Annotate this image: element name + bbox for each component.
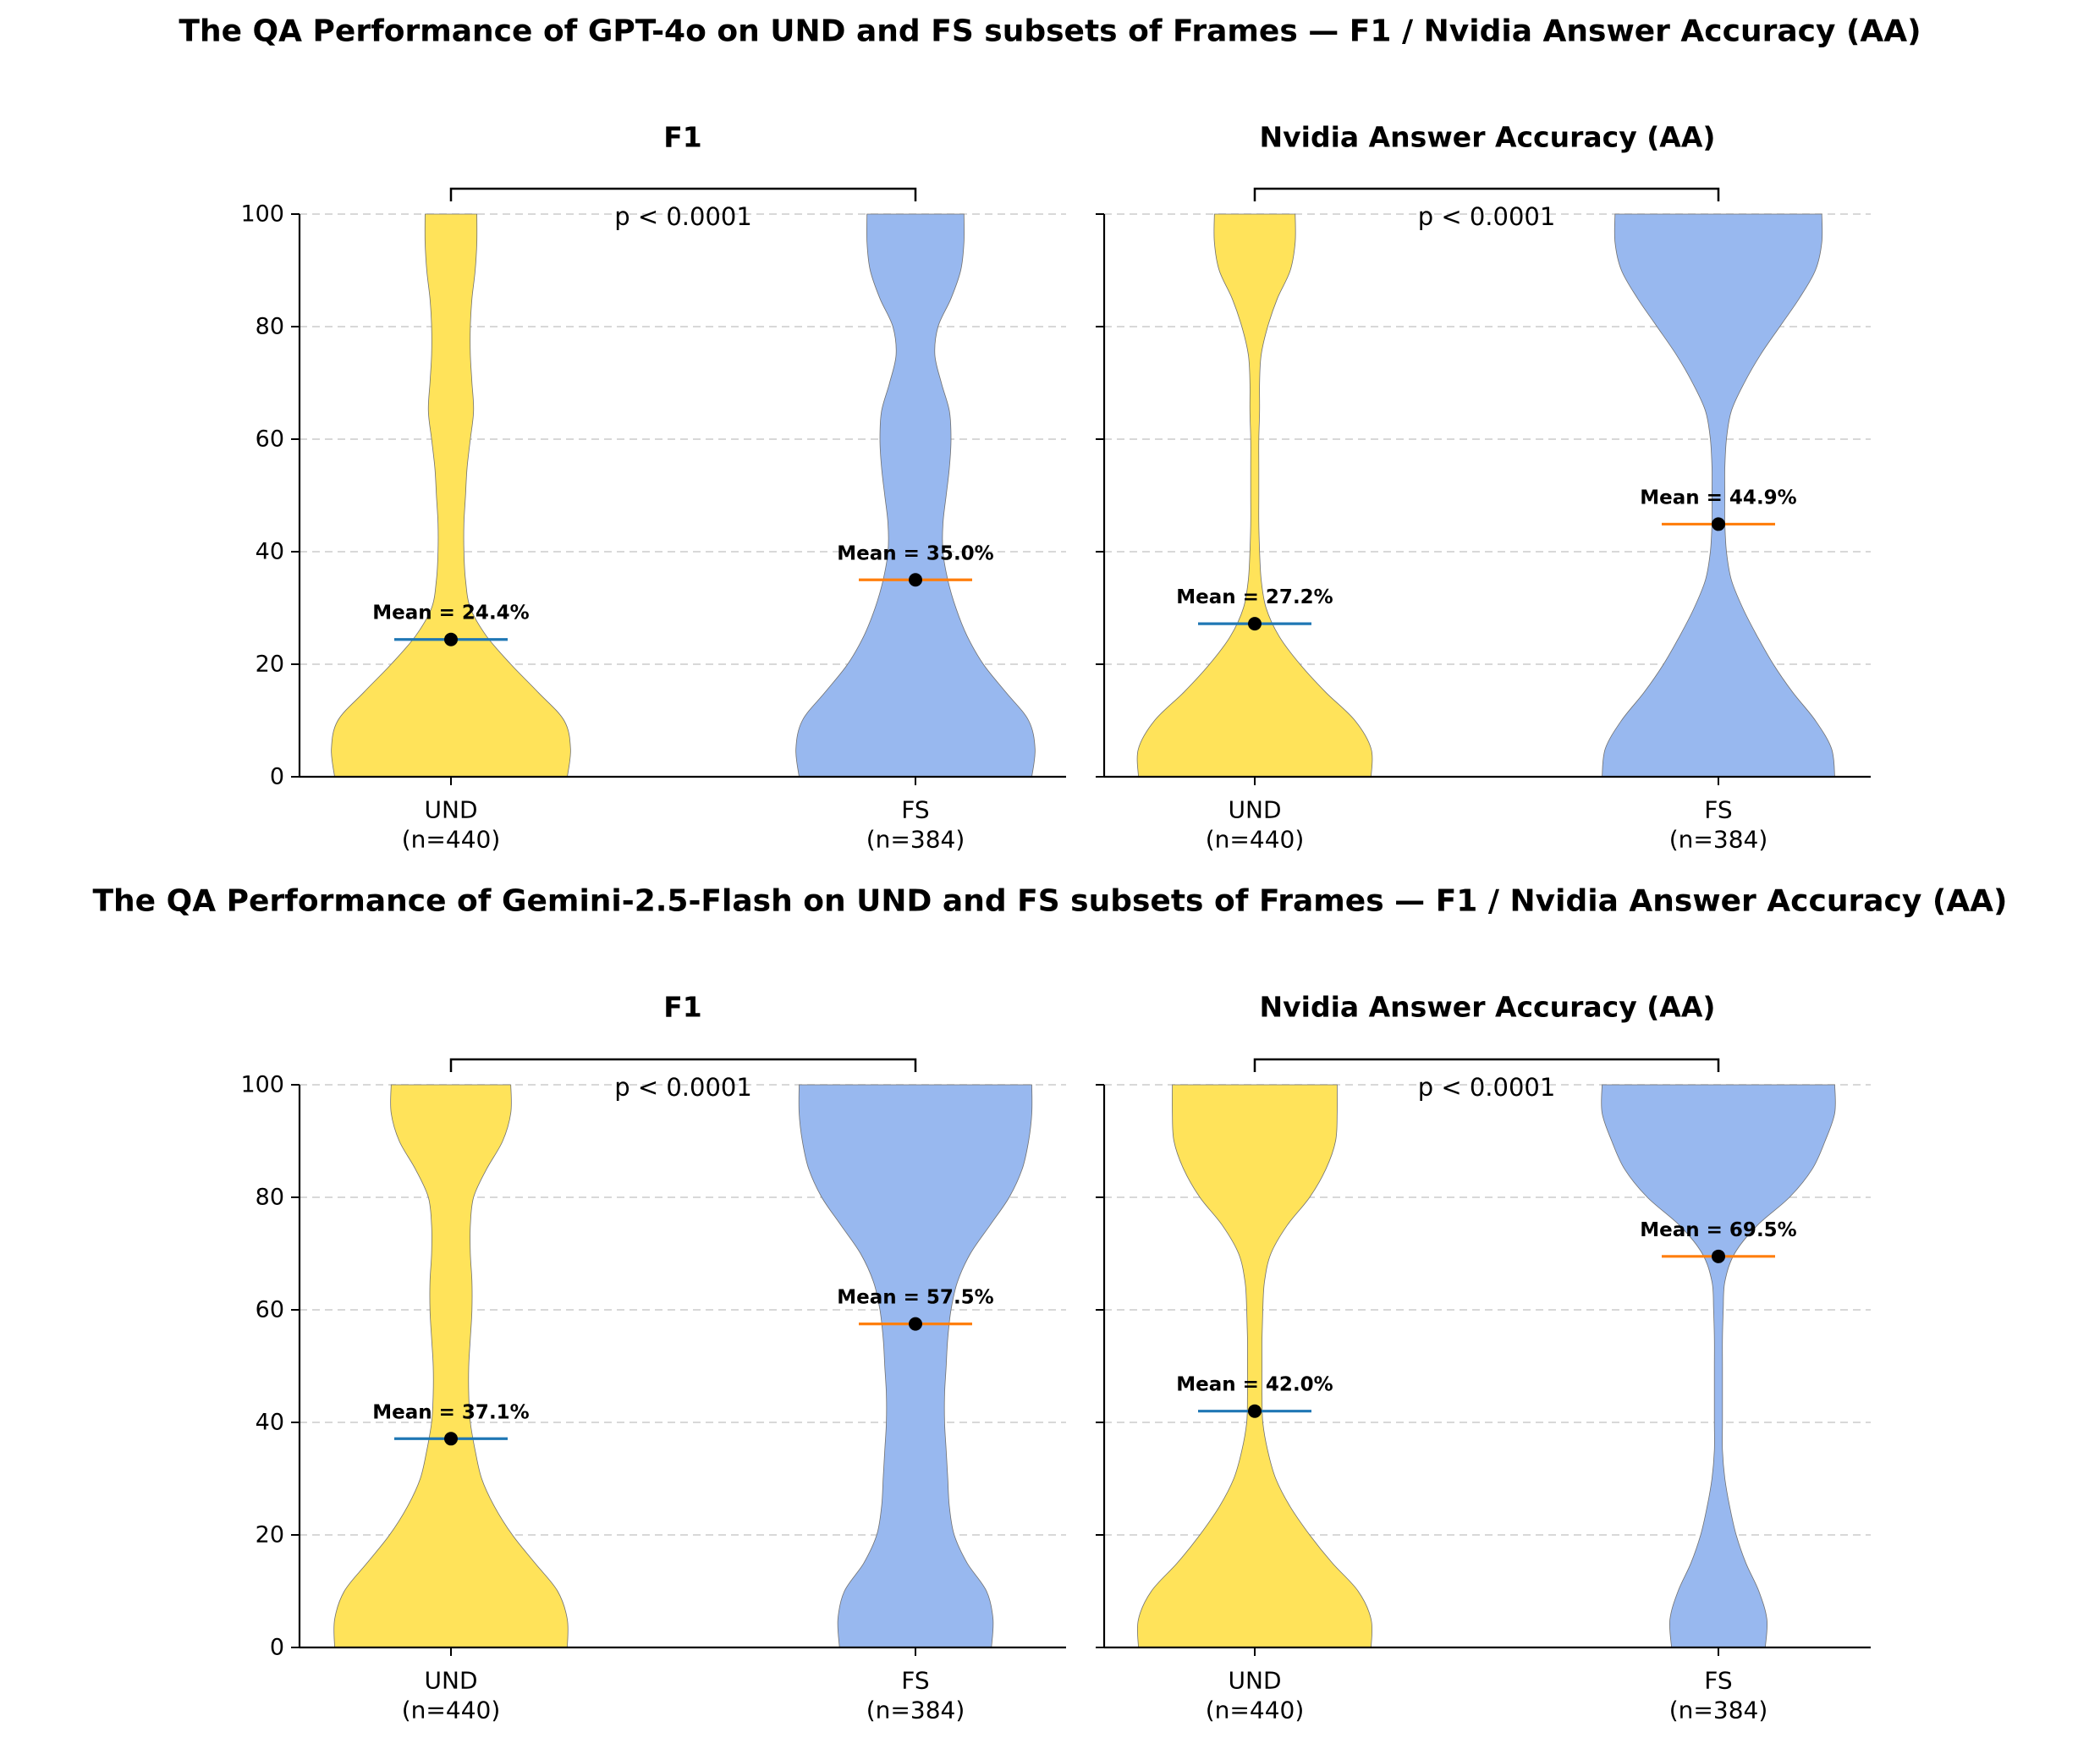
figure-row-2: The QA Performance of Gemini-2.5-Flash o… [92, 884, 2007, 1724]
y-tick-label: 40 [256, 539, 284, 565]
panel-title: F1 [663, 121, 702, 154]
x-tick-label-fs: FS [901, 796, 929, 824]
violin-fs [798, 1084, 1033, 1648]
panel-2-1: F1 Mean = 37.1% Mean = 57.5% p < 0.0001 0 20 4… [240, 991, 1066, 1724]
x-tick-count-und: (n=440) [1206, 1697, 1305, 1724]
mean-point-und [1248, 617, 1262, 631]
y-tick-label: 60 [256, 1297, 284, 1323]
significance-bracket [1253, 1058, 1720, 1072]
mean-label-und: Mean = 42.0% [1176, 1374, 1333, 1396]
x-tick-label-fs: FS [1704, 1667, 1732, 1695]
panel-title: Nvidia Answer Accuracy (AA) [1260, 991, 1716, 1024]
panel-title: F1 [663, 991, 702, 1024]
x-tick-label-und: UND [1229, 796, 1282, 824]
p-value-label: p < 0.0001 [1418, 202, 1556, 231]
y-tick-label: 20 [256, 1522, 284, 1548]
mean-label-fs: Mean = 69.5% [1640, 1219, 1796, 1241]
mean-label-fs: Mean = 57.5% [837, 1287, 993, 1309]
mean-point-fs [1712, 1249, 1725, 1263]
x-tick-count-und: (n=440) [1206, 826, 1305, 854]
mean-point-fs [1712, 517, 1725, 531]
y-tick-label: 40 [256, 1410, 284, 1436]
figure-title: The QA Performance of GPT-4o on UND and … [179, 14, 1921, 49]
x-tick-count-fs: (n=384) [1669, 826, 1768, 854]
violin-fs [1601, 1084, 1836, 1648]
x-tick-label-und: UND [425, 796, 478, 824]
violin-fs [795, 213, 1036, 778]
y-tick-label: 20 [256, 652, 284, 678]
figure-title: The QA Performance of Gemini-2.5-Flash o… [92, 884, 2007, 919]
x-tick-label-und: UND [425, 1667, 478, 1695]
mean-label-fs: Mean = 44.9% [1640, 487, 1796, 509]
violin-und [331, 213, 571, 778]
mean-point-und [444, 632, 458, 646]
y-tick-label: 80 [256, 1185, 284, 1211]
violin-und [1136, 213, 1373, 778]
y-tick-label: 0 [270, 764, 284, 790]
violin-fs [1602, 213, 1835, 778]
y-tick-label: 100 [240, 201, 284, 228]
mean-label-fs: Mean = 35.0% [837, 542, 993, 564]
y-tick-label: 0 [270, 1635, 284, 1661]
figure-row-1: The QA Performance of GPT-4o on UND and … [179, 14, 1921, 854]
x-tick-count-fs: (n=384) [866, 826, 965, 854]
violin-und [1136, 1084, 1373, 1648]
significance-bracket [449, 187, 917, 201]
y-tick-label: 60 [256, 426, 284, 453]
mean-label-und: Mean = 24.4% [372, 602, 529, 624]
x-tick-label-fs: FS [1704, 796, 1732, 824]
significance-bracket [449, 1058, 917, 1072]
mean-point-fs [909, 1317, 922, 1331]
panel-2-2: Nvidia Answer Accuracy (AA) Mean = 42.0% M… [1096, 991, 1871, 1724]
x-tick-count-fs: (n=384) [1669, 1697, 1768, 1724]
mean-point-und [1248, 1404, 1262, 1418]
x-tick-label-und: UND [1229, 1667, 1282, 1695]
panel-1-2: Nvidia Answer Accuracy (AA) Mean = 27.2% M… [1096, 121, 1871, 854]
x-tick-count-und: (n=440) [402, 1697, 501, 1724]
significance-bracket [1253, 187, 1720, 201]
x-tick-count-und: (n=440) [402, 826, 501, 854]
y-tick-label: 80 [256, 314, 284, 340]
p-value-label: p < 0.0001 [614, 1073, 752, 1102]
mean-point-fs [909, 573, 922, 587]
p-value-label: p < 0.0001 [614, 202, 752, 231]
panel-1-1: F1 Mean = 24.4% Mean = 35.0% p < 0.0001 0 20 4… [240, 121, 1066, 854]
mean-label-und: Mean = 37.1% [372, 1401, 529, 1423]
mean-point-und [444, 1432, 458, 1446]
panel-title: Nvidia Answer Accuracy (AA) [1260, 121, 1716, 154]
mean-label-und: Mean = 27.2% [1176, 586, 1333, 608]
y-tick-label: 100 [240, 1072, 284, 1098]
violin-und [333, 1084, 569, 1648]
x-tick-count-fs: (n=384) [866, 1697, 965, 1724]
x-tick-label-fs: FS [901, 1667, 929, 1695]
p-value-label: p < 0.0001 [1418, 1073, 1556, 1102]
